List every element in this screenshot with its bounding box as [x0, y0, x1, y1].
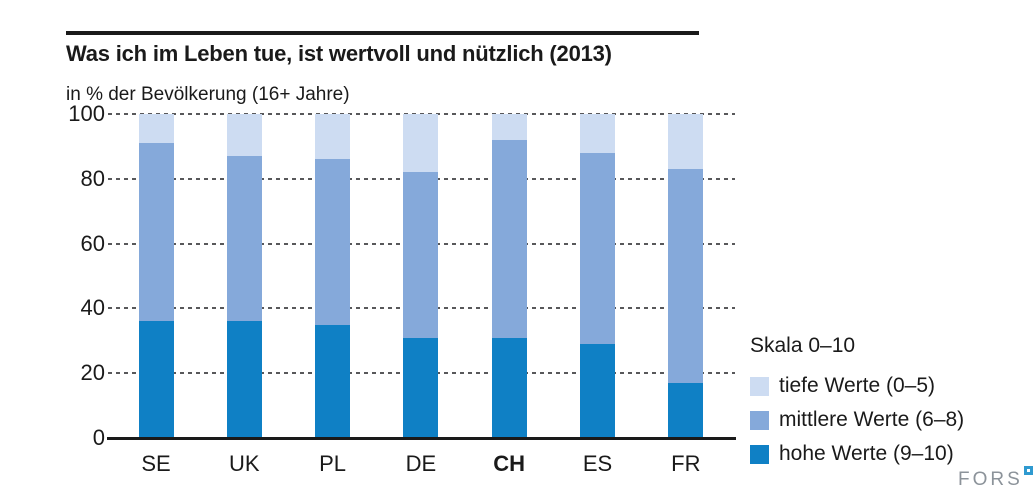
- bar-segment: [315, 114, 351, 160]
- legend-swatch: [750, 444, 769, 464]
- y-axis-tick-label: 100: [68, 101, 105, 126]
- stacked-bar-pl: [315, 114, 351, 438]
- bar-segment: [668, 382, 704, 438]
- fors-logo-text: FORS: [958, 469, 1023, 490]
- bar-segment: [491, 139, 527, 338]
- stacked-bar-uk: [226, 114, 262, 438]
- x-axis-tick-label-fr: FR: [671, 451, 701, 476]
- bar-segment: [138, 114, 174, 144]
- bar-segment: [315, 159, 351, 325]
- legend-swatch: [750, 410, 769, 430]
- chart-subtitle: in % der Bevölkerung (16+ Jahre): [66, 84, 350, 105]
- stacked-bar-es: [580, 114, 615, 438]
- bar-segment: [668, 114, 704, 170]
- bar-segment: [138, 321, 174, 438]
- bar-segment: [138, 143, 174, 322]
- bar-segment: [491, 337, 527, 438]
- plot-area: [108, 113, 735, 438]
- x-axis-line: [107, 437, 736, 440]
- stacked-bar-de: [403, 114, 439, 438]
- x-axis-tick-label-se: SE: [141, 451, 171, 476]
- fors-logo: FORS: [958, 466, 1033, 491]
- legend-title: Skala 0–10: [750, 334, 856, 357]
- x-axis-tick-label-es: ES: [582, 451, 613, 476]
- bar-segment: [580, 114, 615, 153]
- bar-segment: [403, 114, 439, 173]
- title-rule: [66, 31, 699, 35]
- x-axis-tick-label-uk: UK: [229, 451, 260, 476]
- y-axis-tick-label: 0: [92, 425, 105, 450]
- y-axis-tick-label: 80: [80, 165, 105, 191]
- stacked-bar-ch: [491, 114, 527, 438]
- legend-item: mittlere Werte (6–8): [750, 408, 1030, 432]
- stacked-bar-se: [138, 114, 174, 438]
- y-axis-tick-label: 60: [80, 230, 105, 256]
- gridline: [108, 113, 735, 115]
- x-axis-tick-label-ch: CH: [493, 451, 526, 476]
- y-axis-tick-label: 40: [80, 295, 105, 321]
- bar-segment: [315, 324, 351, 438]
- y-axis-tick-label: 20: [80, 360, 105, 386]
- chart-title: Was ich im Leben tue, ist wertvoll und n…: [66, 41, 612, 66]
- legend-swatch: [750, 376, 769, 396]
- bar-segment: [226, 321, 262, 438]
- x-axis-tick-label-de: DE: [405, 451, 437, 476]
- legend-label: tiefe Werte (0–5): [779, 374, 936, 397]
- legend-items: tiefe Werte (0–5) mittlere Werte (6–8) hoh…: [750, 374, 1030, 466]
- legend-label: mittlere Werte (6–8): [779, 408, 965, 431]
- bar-segment: [226, 156, 262, 322]
- legend-label: hohe Werte (9–10): [779, 442, 954, 465]
- x-axis-tick-label-pl: PL: [319, 451, 347, 476]
- bar-segment: [403, 172, 439, 338]
- bar-segment: [580, 344, 615, 438]
- legend: Skala 0–10 tiefe Werte (0–5) mittlere Wer…: [750, 334, 1030, 476]
- legend-item: tiefe Werte (0–5): [750, 374, 1030, 398]
- bar-segment: [491, 114, 527, 140]
- fors-logo-square-icon: [1023, 466, 1033, 475]
- bar-segment: [403, 337, 439, 438]
- legend-item: hohe Werte (9–10): [750, 442, 1030, 466]
- bar-segment: [668, 169, 704, 383]
- bar-segment: [580, 152, 615, 345]
- bar-segment: [226, 114, 262, 157]
- stacked-bar-fr: [668, 114, 704, 438]
